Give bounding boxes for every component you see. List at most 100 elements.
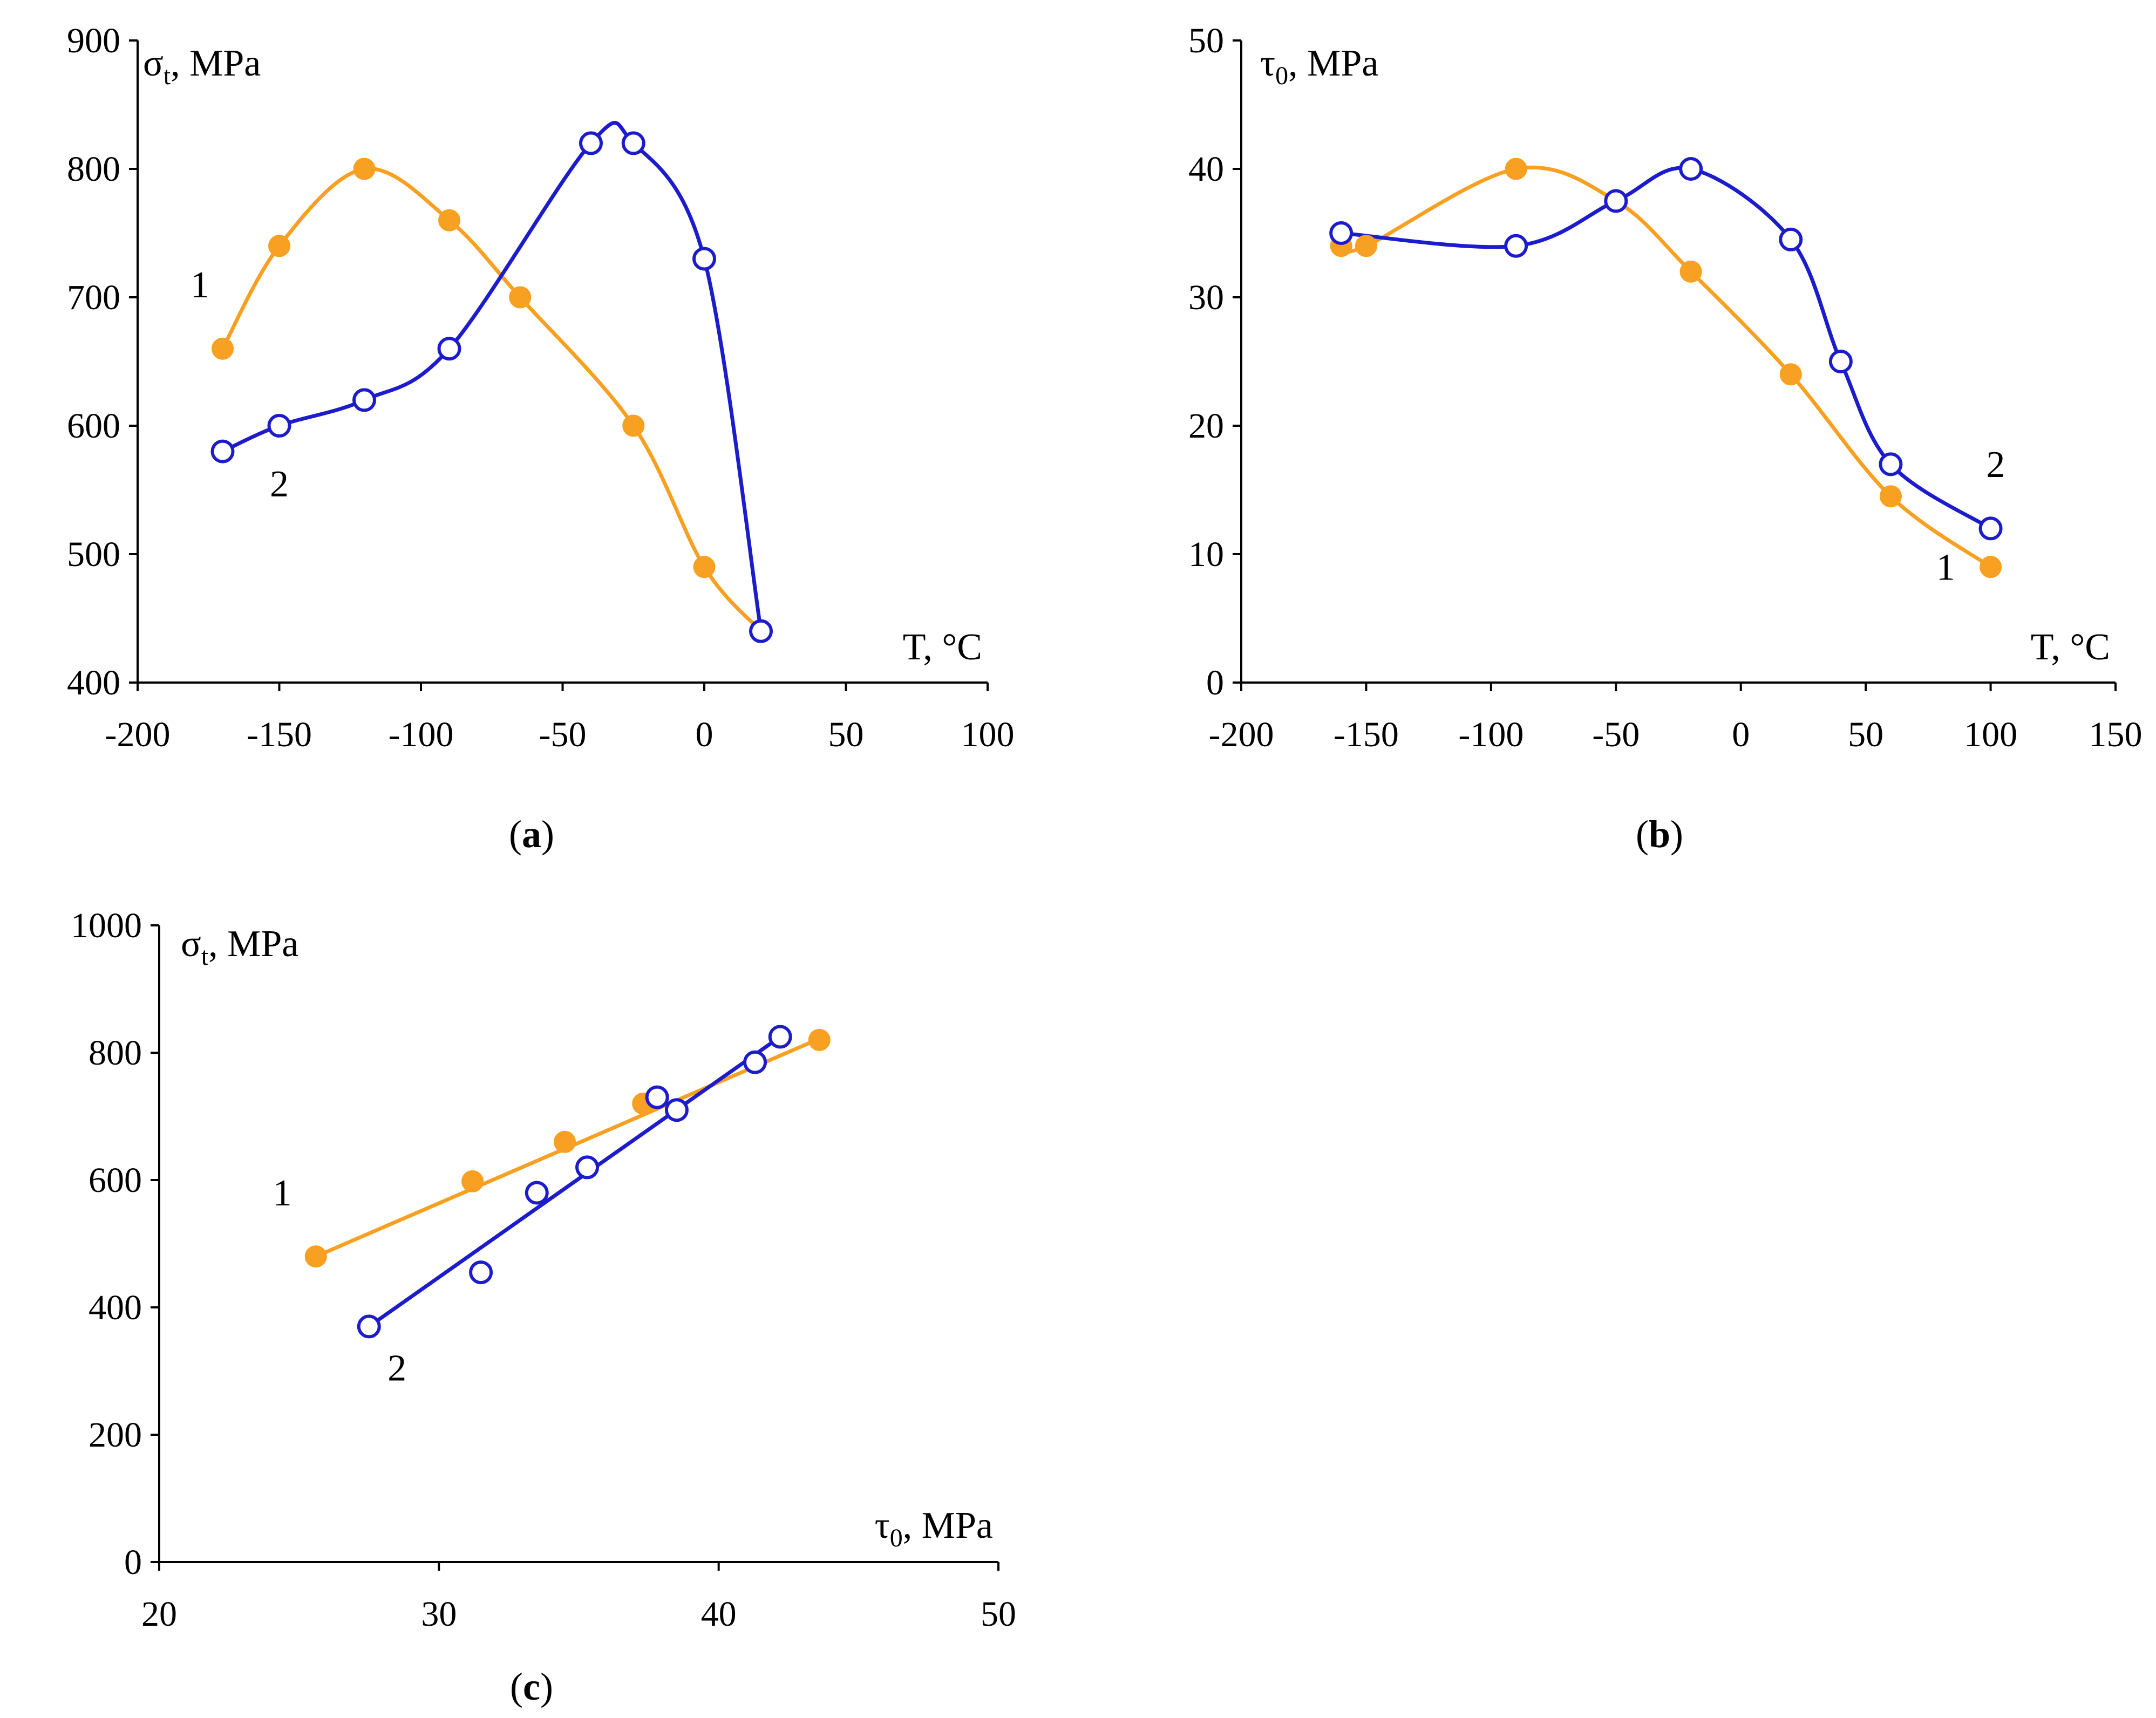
data-point-series-1 xyxy=(622,414,645,437)
curve-label-1: 1 xyxy=(273,1172,292,1214)
y-axis-label-a: σt, MPa xyxy=(143,43,261,90)
data-point-series-1 xyxy=(1779,363,1802,386)
y-tick-label: 400 xyxy=(89,1288,142,1327)
y-tick-label: 600 xyxy=(67,406,120,446)
curve-label-2: 2 xyxy=(387,1348,406,1389)
data-point-series-2 xyxy=(1779,227,1803,251)
panel-label-b: (b) xyxy=(1636,813,1683,856)
y-tick-label: 30 xyxy=(1188,278,1224,317)
curve-label-1: 1 xyxy=(191,264,209,306)
data-point-series-2 xyxy=(1679,157,1703,181)
series-line-2 xyxy=(367,1035,783,1328)
data-point-series-1 xyxy=(1355,235,1377,257)
data-point-series-2 xyxy=(621,131,645,155)
x-tick-label: 30 xyxy=(421,1594,457,1634)
y-tick-label: 900 xyxy=(67,21,120,60)
curve-label-2: 2 xyxy=(1986,444,2005,486)
x-tick-label: 50 xyxy=(981,1594,1016,1634)
series-markers-b: 12 xyxy=(1329,157,2005,589)
data-point-series-2 xyxy=(1504,234,1528,258)
data-point-series-2 xyxy=(267,414,291,438)
x-tick-label: 0 xyxy=(1732,715,1750,754)
data-point-series-1 xyxy=(461,1170,484,1192)
y-tick-label: 0 xyxy=(124,1543,142,1582)
series-markers-c: 12 xyxy=(273,1025,831,1389)
data-point-series-2 xyxy=(579,131,603,155)
x-tick-label: 40 xyxy=(701,1594,737,1634)
x-tick-label: -150 xyxy=(1334,715,1399,754)
x-tick-label: 100 xyxy=(961,715,1015,754)
x-tick-label: 50 xyxy=(828,715,864,754)
curve-label-2: 2 xyxy=(270,463,289,505)
data-point-series-1 xyxy=(304,1245,327,1268)
y-tick-label: 10 xyxy=(1188,535,1224,574)
series-markers-a: 12 xyxy=(191,131,773,643)
data-point-series-1 xyxy=(554,1130,576,1153)
y-tick-label: 800 xyxy=(67,149,120,189)
data-point-series-2 xyxy=(1329,221,1354,245)
data-point-series-2 xyxy=(525,1181,549,1205)
y-tick-label: 600 xyxy=(89,1161,142,1200)
data-point-series-2 xyxy=(1978,516,2003,541)
x-tick-label: -50 xyxy=(539,715,587,754)
x-tick-label: 20 xyxy=(141,1594,177,1634)
axes-a: 400 500 600 700 800 900 -200 -150 -100 -50 0 50 100 xyxy=(67,21,1015,754)
data-point-series-2 xyxy=(1604,189,1628,213)
x-tick-label: -50 xyxy=(1592,715,1640,754)
y-tick-label: 400 xyxy=(67,663,120,703)
data-point-series-2 xyxy=(1879,452,1903,476)
axes-c: 0 200 400 600 800 1000 20 30 40 50 xyxy=(71,906,1016,1634)
x-tick-label: 0 xyxy=(696,715,713,754)
data-point-series-1 xyxy=(438,209,460,231)
x-tick-label: 150 xyxy=(2089,715,2143,754)
data-point-series-1 xyxy=(1879,485,1902,508)
data-point-series-1 xyxy=(808,1028,831,1051)
x-tick-label: -150 xyxy=(247,715,312,754)
x-tick-label: -200 xyxy=(105,715,171,754)
data-point-series-2 xyxy=(352,388,376,412)
data-point-series-2 xyxy=(1828,350,1853,373)
data-point-series-2 xyxy=(645,1085,669,1109)
series-line-1 xyxy=(221,166,763,633)
data-point-series-2 xyxy=(437,337,461,361)
x-tick-label: 50 xyxy=(1848,715,1883,754)
y-tick-label: 50 xyxy=(1188,21,1224,60)
data-point-series-1 xyxy=(1980,556,2002,578)
data-point-series-1 xyxy=(1505,158,1527,180)
x-axis-label-b: T, °C xyxy=(2031,626,2110,668)
x-axis-label-a: T, °C xyxy=(903,626,982,668)
curve-label-1: 1 xyxy=(1936,547,1955,589)
data-point-series-2 xyxy=(749,619,773,643)
data-point-series-1 xyxy=(693,556,716,578)
panel-label-a: (a) xyxy=(509,813,554,856)
y-tick-label: 500 xyxy=(67,535,120,574)
data-point-series-1 xyxy=(509,286,532,309)
x-tick-label: -100 xyxy=(1458,715,1524,754)
y-axis-label-b: τ0, MPa xyxy=(1260,43,1378,90)
panel-label-c: (c) xyxy=(510,1665,553,1708)
x-tick-label: -100 xyxy=(389,715,454,754)
data-point-series-1 xyxy=(268,235,290,257)
data-point-series-2 xyxy=(210,439,235,463)
series-lines-a xyxy=(221,121,763,633)
data-point-series-1 xyxy=(353,158,376,180)
y-tick-label: 40 xyxy=(1188,149,1224,189)
x-axis-label-c: τ0, MPa xyxy=(875,1505,993,1552)
y-tick-label: 700 xyxy=(67,278,120,317)
data-point-series-2 xyxy=(575,1155,600,1180)
y-tick-label: 1000 xyxy=(71,906,142,945)
y-axis-label-c: σt, MPa xyxy=(181,923,298,971)
data-point-series-2 xyxy=(357,1314,381,1339)
x-tick-label: -200 xyxy=(1209,715,1274,754)
y-tick-label: 800 xyxy=(89,1033,142,1073)
series-lines-c xyxy=(314,1035,821,1328)
y-tick-label: 0 xyxy=(1206,663,1224,703)
data-point-series-2 xyxy=(692,247,716,271)
data-point-series-1 xyxy=(1679,260,1702,283)
series-line-2 xyxy=(221,121,763,633)
data-point-series-2 xyxy=(664,1098,689,1122)
